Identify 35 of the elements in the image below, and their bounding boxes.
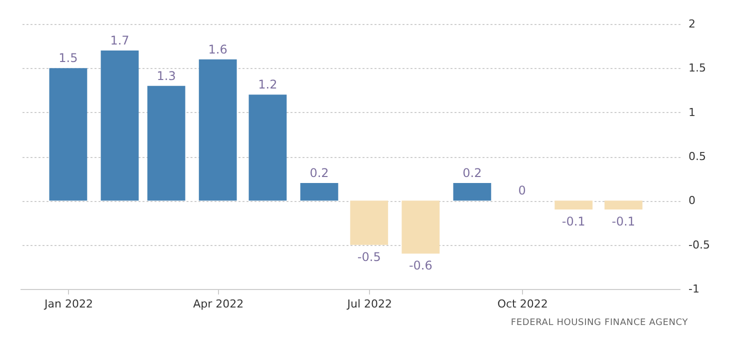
bar — [554, 200, 593, 210]
y-tick-label: 0 — [688, 194, 696, 208]
x-tick-label: Jan 2022 — [43, 298, 93, 310]
data-label: -0.1 — [612, 214, 636, 228]
y-tick-label: -1 — [688, 282, 700, 296]
data-label: 1.3 — [156, 68, 176, 83]
data-label: 0.2 — [462, 166, 482, 180]
x-tick-label: Oct 2022 — [497, 298, 548, 310]
text: FEDERAL HOUSING FINANCE AGENCY — [510, 318, 688, 328]
bar — [147, 86, 186, 201]
data-label: 1.6 — [208, 42, 228, 56]
data-label: -0.5 — [357, 250, 381, 264]
y-tick-label: 2 — [688, 18, 696, 30]
bar — [198, 59, 237, 201]
bar — [300, 183, 338, 201]
y-tick-label: -0.5 — [688, 238, 710, 252]
data-label: -0.1 — [562, 214, 586, 228]
bar — [350, 200, 388, 245]
data-label: 1.2 — [258, 78, 278, 92]
bar — [453, 183, 492, 201]
y-tick-label: 0.5 — [688, 150, 706, 163]
bar — [604, 200, 642, 210]
bar — [402, 200, 440, 254]
bar — [248, 94, 287, 201]
bar — [49, 68, 88, 201]
data-label: 0 — [518, 184, 526, 198]
data-label: 1.7 — [110, 34, 130, 48]
data-label: -0.6 — [408, 258, 432, 273]
data-label: 0.2 — [310, 166, 329, 180]
y-tick-label: 1 — [688, 106, 696, 119]
x-tick-label: Apr 2022 — [193, 298, 244, 310]
x-tick-label: Jul 2022 — [346, 298, 392, 310]
data-label: 1.5 — [58, 51, 78, 66]
bar — [100, 50, 139, 201]
y-tick-label: 1.5 — [688, 62, 706, 75]
